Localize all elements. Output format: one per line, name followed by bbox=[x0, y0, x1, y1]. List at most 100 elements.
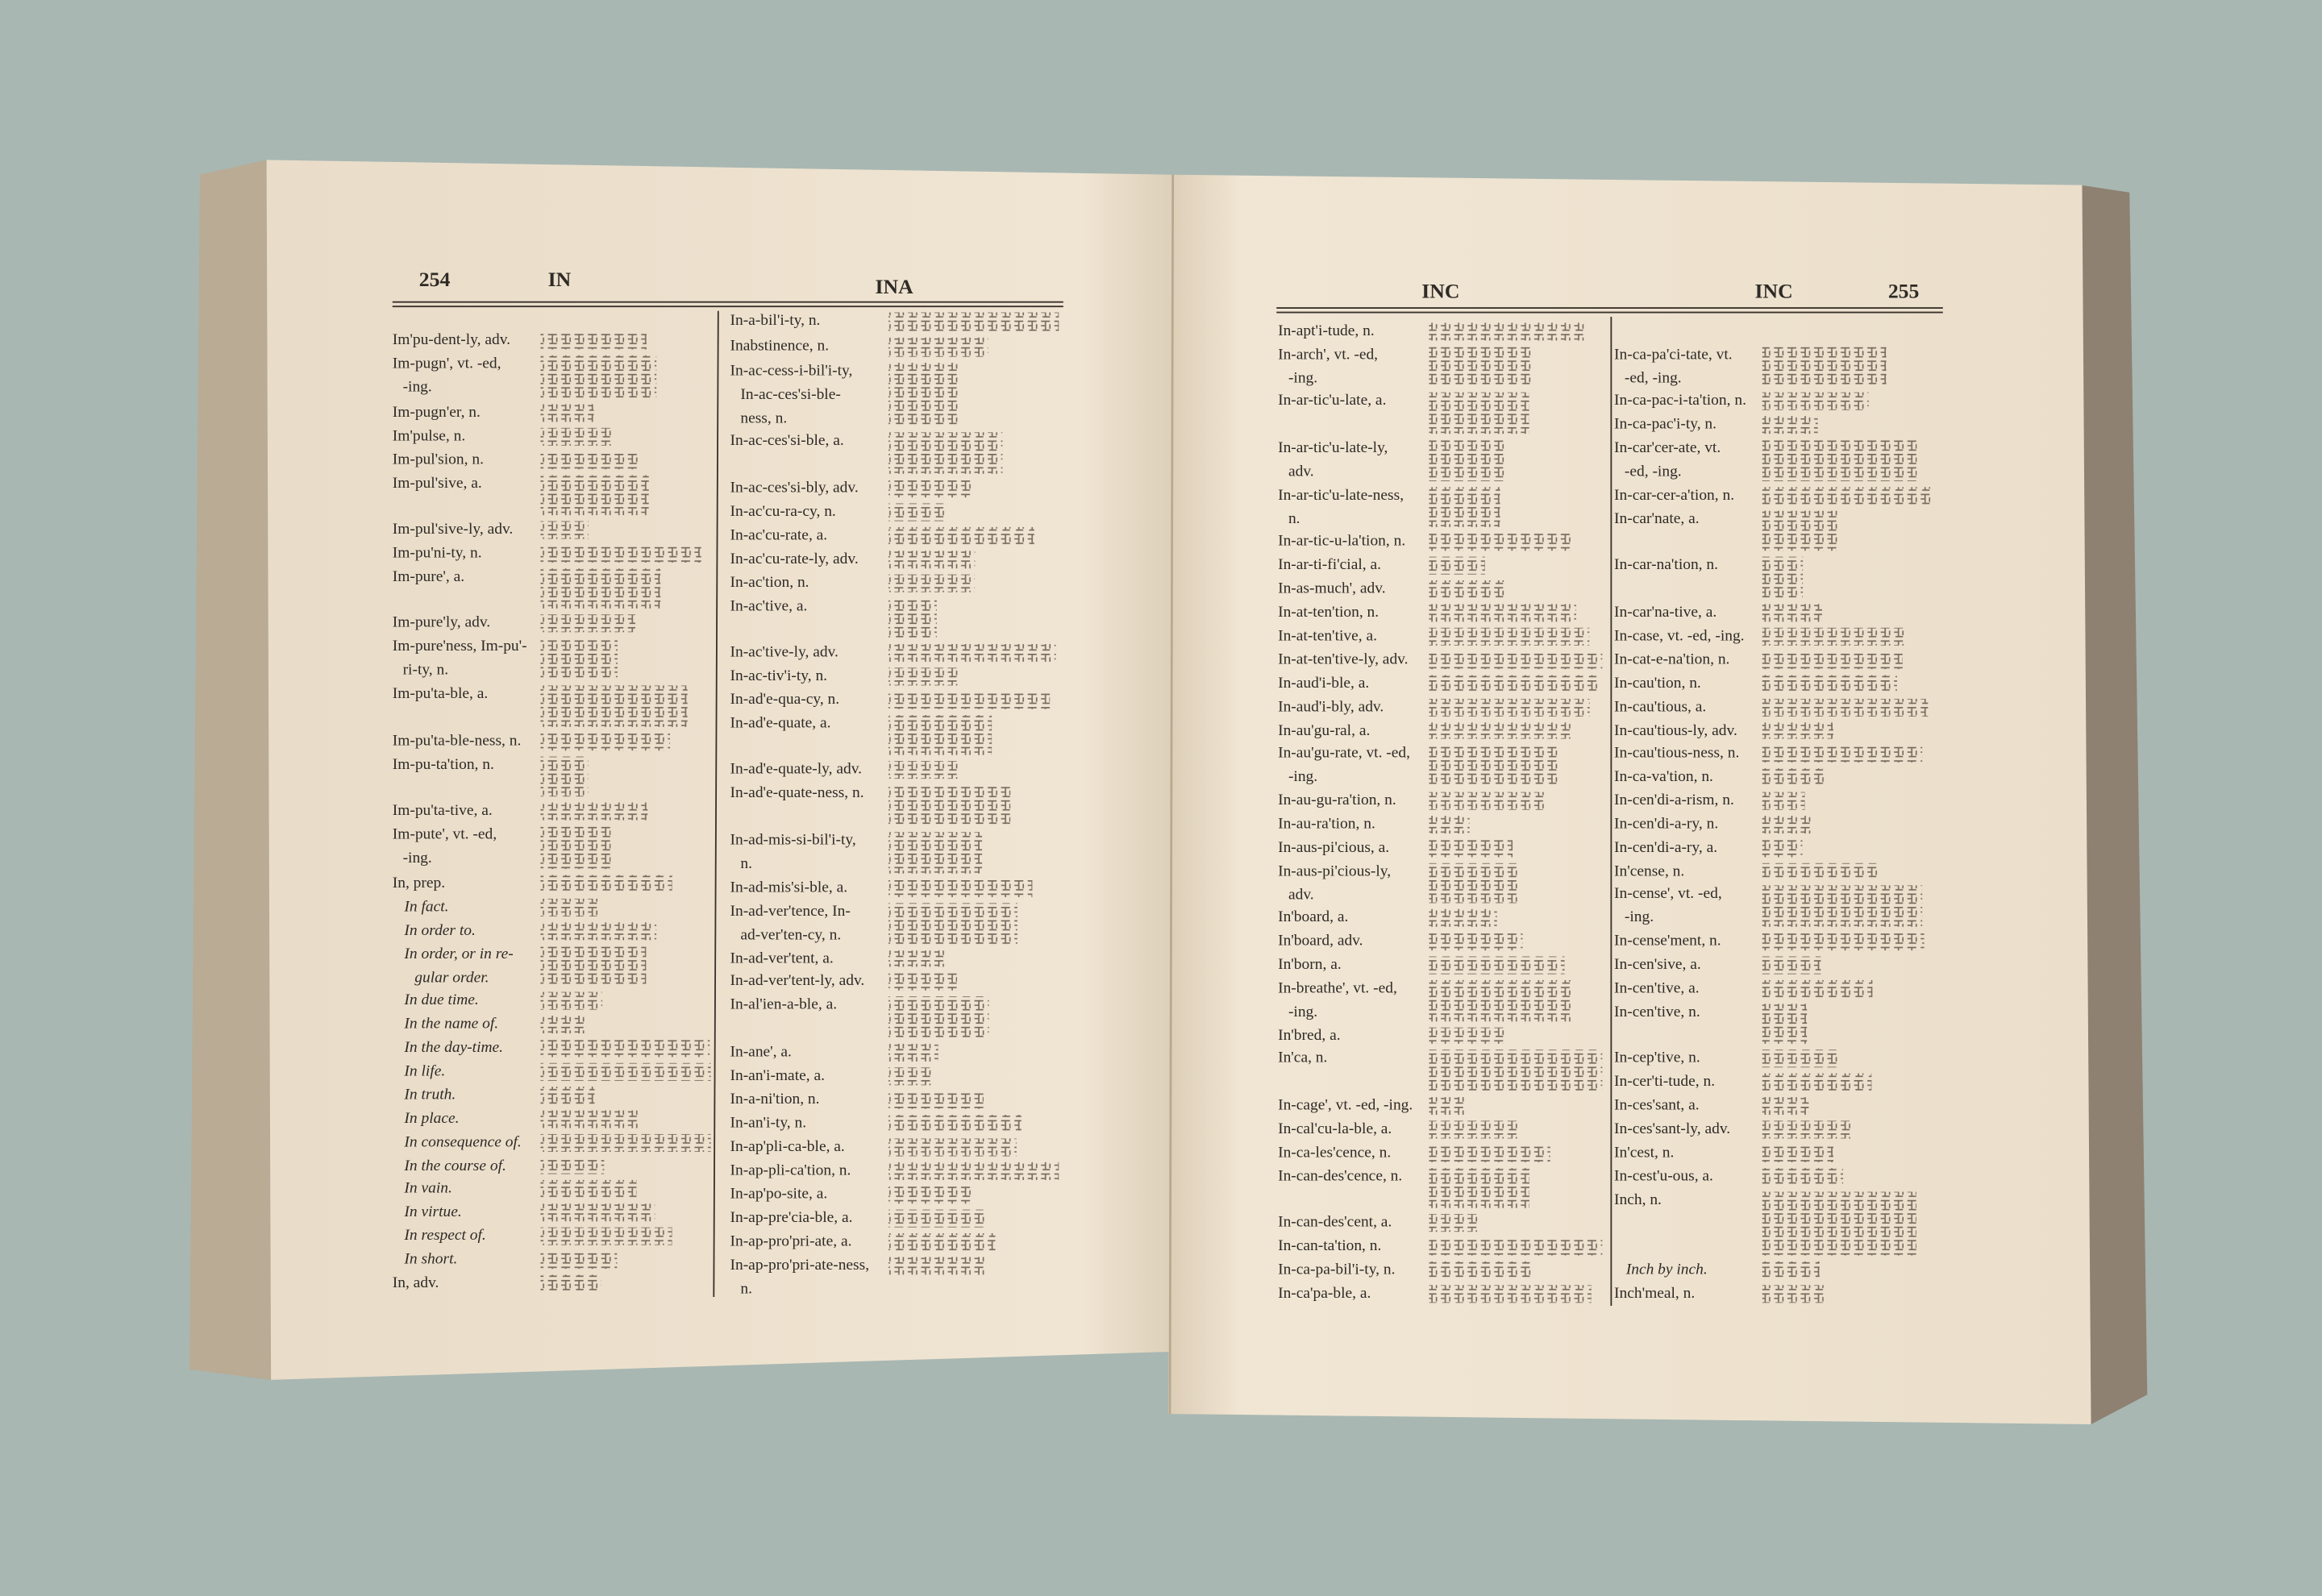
japanese-gloss bbox=[1429, 556, 1485, 575]
headword: In-cep'tive, n. bbox=[1614, 1049, 1700, 1066]
japanese-gloss bbox=[888, 761, 959, 779]
headword: In-arch', vt. -ed, bbox=[1278, 346, 1378, 363]
headword: In'board, a. bbox=[1278, 908, 1348, 925]
japanese-gloss bbox=[888, 1162, 1059, 1180]
headword: In'bred, a. bbox=[1278, 1027, 1341, 1044]
headword: In-ar-ti-fi'cial, a. bbox=[1278, 556, 1381, 573]
japanese-gloss bbox=[540, 404, 594, 422]
headword: In-ad-mis-si-bil'i-ty, bbox=[730, 832, 856, 849]
headword: In-an'i-ty, n. bbox=[730, 1115, 807, 1132]
japanese-gloss bbox=[1762, 604, 1823, 622]
headword: In-cen'di-a-ry, n. bbox=[1614, 816, 1718, 833]
headword: In-au-ra'tion, n. bbox=[1278, 816, 1375, 833]
gutter bbox=[1168, 174, 1175, 1415]
japanese-gloss bbox=[1429, 933, 1523, 951]
headword: Inch, n. bbox=[1614, 1191, 1662, 1208]
japanese-gloss bbox=[1762, 1120, 1852, 1139]
japanese-gloss bbox=[540, 1203, 655, 1222]
headword: In-ac'tive-ly, adv. bbox=[730, 643, 838, 660]
japanese-gloss bbox=[888, 879, 1033, 898]
headword: Im-pu-ta'tion, n. bbox=[393, 756, 494, 773]
headword: In-ca-pa'ci-tate, vt. bbox=[1614, 346, 1733, 363]
headword: In-ap-pro'pri-ate-ness, bbox=[730, 1257, 870, 1274]
japanese-gloss bbox=[1762, 392, 1869, 410]
headword: -ing. bbox=[1288, 1004, 1317, 1020]
headword: In-ad'e-quate, a. bbox=[730, 715, 831, 732]
headword: In-ad'e-quate-ly, adv. bbox=[730, 761, 863, 778]
headword: In-au-gu-ra'tion, n. bbox=[1278, 792, 1396, 808]
headword: Inch by inch. bbox=[1625, 1261, 1708, 1278]
headword: In order to. bbox=[403, 922, 475, 939]
headword: In-cen'di-a-rism, n. bbox=[1614, 792, 1734, 808]
japanese-gloss bbox=[1429, 487, 1500, 527]
japanese-gloss bbox=[1429, 722, 1574, 739]
japanese-gloss bbox=[888, 1186, 972, 1204]
headword: Im-pul'sion, n. bbox=[393, 451, 484, 468]
headword: Im-pul'sive-ly, adv. bbox=[393, 521, 514, 538]
headword: ri-ty, n. bbox=[403, 662, 449, 679]
japanese-gloss bbox=[1429, 1027, 1504, 1044]
japanese-gloss bbox=[540, 825, 611, 870]
japanese-gloss bbox=[540, 1158, 605, 1174]
japanese-gloss bbox=[1762, 744, 1923, 763]
headword: In-ad-ver'tent, a. bbox=[730, 950, 834, 967]
guide-word: IN bbox=[548, 268, 572, 291]
japanese-gloss bbox=[888, 598, 937, 638]
japanese-gloss bbox=[1762, 510, 1839, 551]
headword: In-ac'cu-rate, a. bbox=[730, 526, 828, 543]
headword: In the name of. bbox=[403, 1015, 498, 1032]
japanese-gloss bbox=[1762, 839, 1803, 858]
guide-word: INC bbox=[1755, 280, 1793, 303]
japanese-gloss bbox=[540, 355, 657, 399]
headword: In-at-ten'tive, a. bbox=[1278, 627, 1377, 644]
japanese-gloss bbox=[1762, 1004, 1808, 1044]
headword: n. bbox=[740, 855, 752, 872]
japanese-gloss bbox=[1429, 816, 1470, 834]
headword: Im-pu'ta-ble, a. bbox=[393, 685, 489, 702]
headword: In-ca'pa-ble, a. bbox=[1278, 1285, 1371, 1302]
headword: In-ad-ver'tent-ly, adv. bbox=[730, 972, 865, 989]
headword: adv. bbox=[1288, 887, 1314, 904]
japanese-gloss bbox=[1762, 675, 1897, 693]
headword: In'board, adv. bbox=[1278, 933, 1363, 950]
headword: In-at-ten'tive-ly, adv. bbox=[1278, 651, 1408, 668]
japanese-gloss bbox=[1429, 627, 1590, 646]
headword: In-case, vt. -ed, -ing. bbox=[1614, 627, 1745, 644]
japanese-gloss bbox=[888, 1091, 984, 1109]
japanese-gloss bbox=[888, 363, 959, 426]
headword: In-cage', vt. -ed, -ing. bbox=[1278, 1097, 1413, 1114]
japanese-gloss bbox=[888, 312, 1059, 332]
japanese-gloss bbox=[540, 1179, 637, 1198]
headword: -ing. bbox=[403, 379, 432, 396]
headword: In-ac'tion, n. bbox=[730, 574, 809, 591]
headword: In respect of. bbox=[403, 1227, 485, 1244]
japanese-gloss bbox=[1429, 675, 1600, 693]
japanese-gloss bbox=[888, 1138, 1017, 1157]
japanese-gloss bbox=[1429, 1120, 1518, 1139]
headword: -ed, -ing. bbox=[1625, 463, 1682, 480]
japanese-gloss bbox=[1762, 792, 1805, 810]
headword: In-ac-ces'si-ble, a. bbox=[730, 432, 844, 449]
headword: In-can-ta'tion, n. bbox=[1278, 1237, 1381, 1254]
headword: In-cense'ment, n. bbox=[1614, 933, 1721, 950]
japanese-gloss bbox=[888, 337, 988, 357]
headword: In-breathe', vt. -ed, bbox=[1278, 979, 1397, 996]
headword: In-au'gu-rate, vt. -ed, bbox=[1278, 744, 1410, 761]
japanese-gloss bbox=[540, 922, 657, 941]
headword: In-ca-pac-i-ta'tion, n. bbox=[1614, 392, 1746, 409]
headword: In'cense, n. bbox=[1614, 862, 1684, 879]
japanese-gloss bbox=[888, 667, 959, 686]
page-number: 254 bbox=[419, 268, 451, 291]
japanese-gloss bbox=[1762, 627, 1904, 646]
headword: In-ces'sant-ly, adv. bbox=[1614, 1120, 1730, 1137]
headword: In-cau'tious, a. bbox=[1614, 698, 1706, 715]
headword: In-cat-e-na'tion, n. bbox=[1614, 651, 1729, 668]
headword: Im-pure', a. bbox=[393, 568, 464, 585]
headword: In-ar-tic'u-late-ness, bbox=[1278, 487, 1404, 504]
japanese-gloss bbox=[888, 1115, 1022, 1133]
japanese-gloss bbox=[1429, 322, 1587, 341]
headword: In the course of. bbox=[403, 1158, 506, 1174]
headword: In-ca-les'cence, n. bbox=[1278, 1144, 1391, 1161]
japanese-gloss bbox=[1762, 816, 1812, 834]
